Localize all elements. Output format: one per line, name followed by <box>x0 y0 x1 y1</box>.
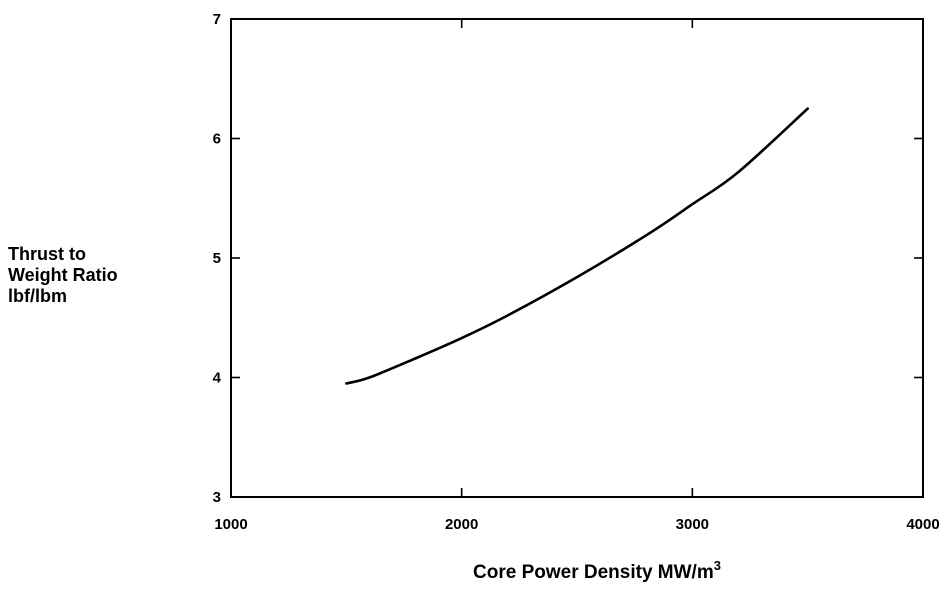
y-axis-title-line: Weight Ratio <box>8 265 118 285</box>
x-axis-title: Core Power Density MW/m3 <box>473 558 721 583</box>
y-tick-label: 4 <box>213 370 222 387</box>
y-tick-label: 7 <box>213 11 221 28</box>
y-tick-label: 5 <box>213 250 221 267</box>
x-tick-label: 4000 <box>906 516 939 533</box>
x-axis-title-text: Core Power Density MW/m <box>473 562 714 583</box>
y-tick-label: 6 <box>213 131 221 148</box>
x-axis-title-superscript: 3 <box>714 558 721 573</box>
x-tick-label: 2000 <box>445 516 478 533</box>
plot-frame <box>230 18 924 498</box>
series-line <box>345 107 809 385</box>
y-axis-title-line: lbf/lbm <box>8 286 67 306</box>
y-tick-label: 3 <box>213 489 221 506</box>
y-axis-title: Thrust to Weight Ratio lbf/lbm <box>8 244 118 307</box>
x-tick-label: 3000 <box>676 516 709 533</box>
y-axis-title-line: Thrust to <box>8 244 86 264</box>
x-tick-label: 1000 <box>214 516 247 533</box>
